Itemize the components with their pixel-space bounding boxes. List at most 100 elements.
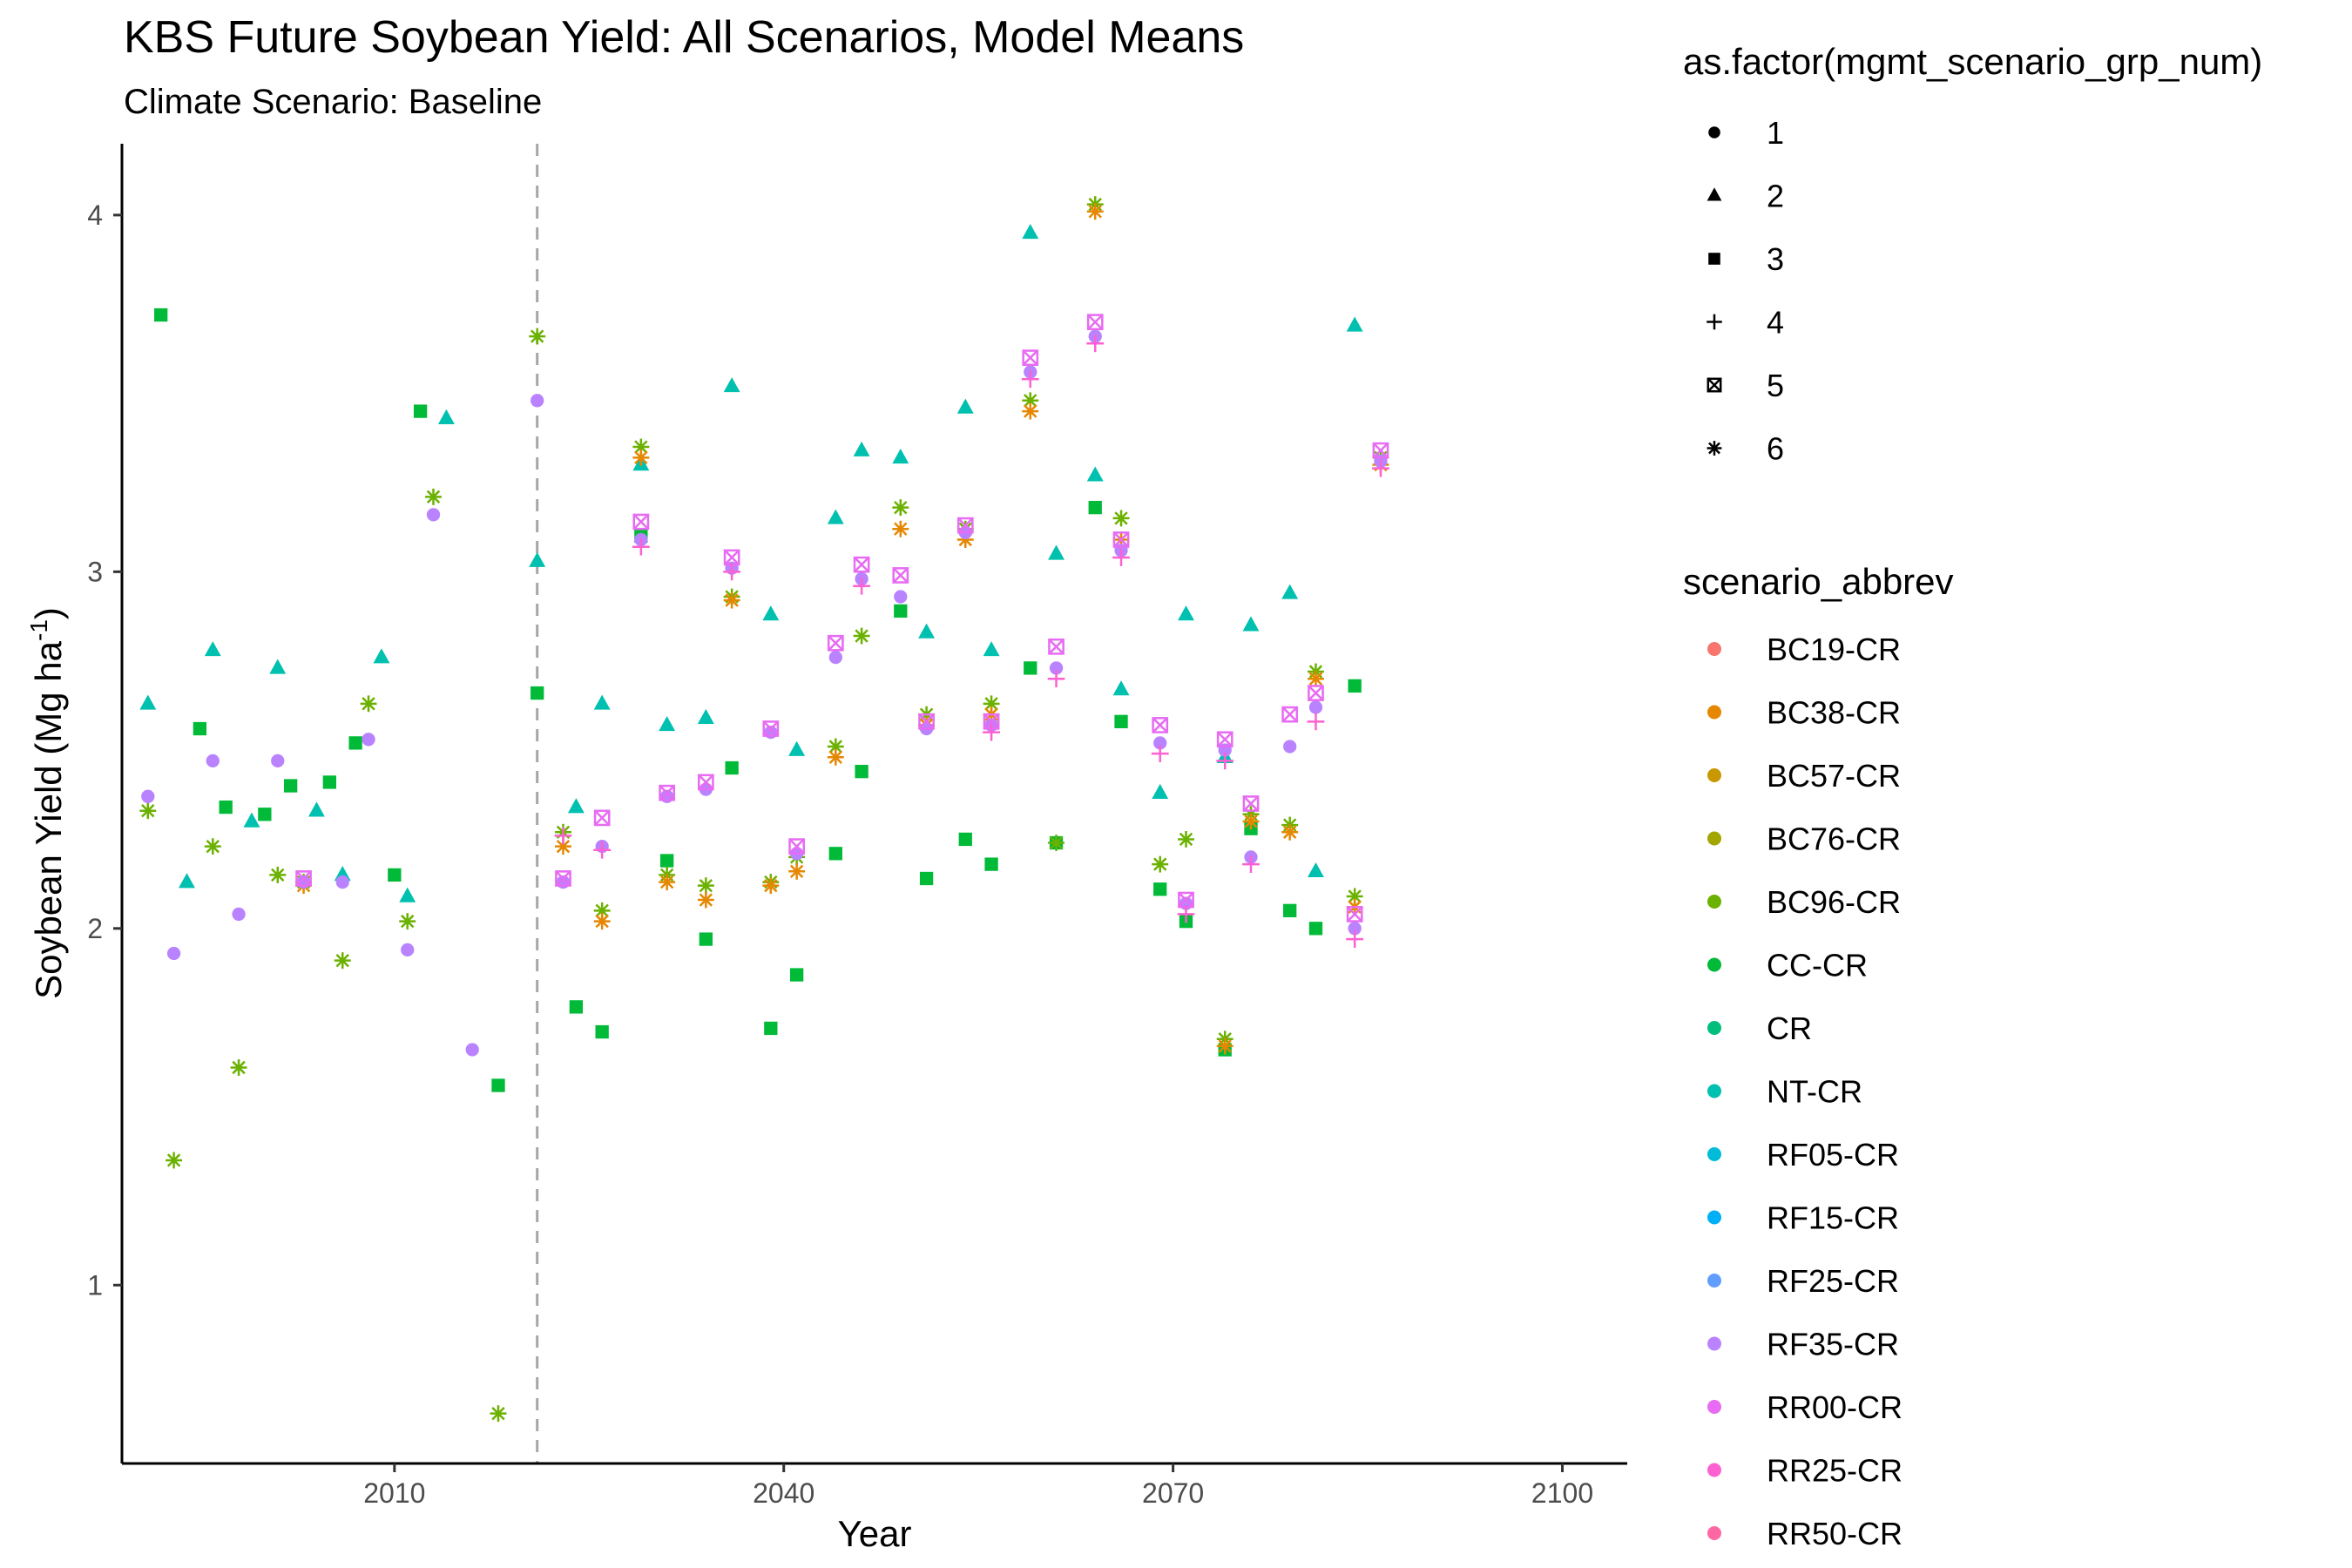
data-point [206, 754, 220, 768]
data-point [789, 968, 804, 982]
color-legend-key [1707, 1400, 1721, 1414]
data-point [437, 409, 455, 425]
plot-area [139, 144, 1389, 1463]
x-axis-ticks: 2010 2040 2070 2100 [363, 1463, 1593, 1509]
data-point [1151, 745, 1169, 763]
data-point [1308, 922, 1323, 936]
data-point [1281, 584, 1299, 599]
data-point [918, 713, 935, 730]
shape-legend-title: as.factor(mgmt_scenario_grp_num) [1683, 41, 2262, 82]
data-point [853, 627, 870, 645]
data-point [1153, 736, 1167, 750]
color-legend-label: BC96-CR [1767, 884, 1901, 920]
y-axis-title: Soybean Yield (Mg ha-1) [25, 607, 69, 999]
data-point [295, 870, 312, 887]
data-point [1088, 500, 1102, 515]
data-point [1112, 531, 1130, 548]
data-point [697, 708, 714, 724]
data-point [1308, 700, 1323, 714]
data-point [334, 952, 351, 970]
color-legend-key [1707, 1147, 1721, 1161]
data-point [1152, 717, 1169, 733]
data-point [1348, 679, 1362, 693]
data-point [1086, 314, 1104, 331]
data-point [593, 694, 611, 710]
data-point [204, 641, 221, 657]
data-point [762, 720, 780, 737]
data-point [243, 812, 260, 828]
y-tick-label: 3 [87, 556, 103, 587]
data-point [723, 377, 740, 393]
data-point [593, 913, 611, 930]
data-point [762, 877, 780, 895]
data-point [491, 1078, 505, 1092]
color-legend-label: BC19-CR [1767, 632, 1901, 667]
data-point [593, 902, 611, 919]
chart-title: KBS Future Soybean Yield: All Scenarios,… [124, 12, 1244, 63]
data-point [1281, 823, 1299, 841]
color-legend-label: RR00-CR [1767, 1389, 1903, 1425]
data-point [219, 800, 233, 814]
data-point [632, 537, 650, 556]
data-point [401, 943, 415, 957]
data-point [1112, 510, 1130, 527]
data-point [1178, 605, 1194, 621]
data-point [1152, 855, 1169, 873]
data-point [139, 694, 157, 710]
data-point [1242, 616, 1260, 632]
color-legend: scenario_abbrev BC19-CR BC38-CR BC57-CR BC7… [1683, 561, 1954, 1551]
data-point [1283, 740, 1297, 754]
data-point [956, 517, 974, 534]
color-legend-label: NT-CR [1767, 1074, 1862, 1110]
data-point [659, 874, 676, 891]
data-point [697, 891, 714, 909]
color-legend-label: BC76-CR [1767, 821, 1901, 857]
color-legend-key [1707, 1526, 1721, 1540]
data-point [1348, 922, 1362, 936]
data-point [1152, 783, 1169, 799]
chart-subtitle: Climate Scenario: Baseline [124, 83, 542, 121]
y-tick-label: 2 [87, 913, 103, 944]
data-point [529, 551, 546, 567]
data-point [269, 866, 287, 883]
data-point [659, 784, 676, 801]
data-point [827, 634, 844, 652]
data-point [1372, 442, 1389, 459]
data-point [1242, 855, 1260, 874]
data-point [725, 760, 739, 775]
shape-legend-key [1707, 187, 1722, 201]
data-point [490, 1405, 507, 1423]
data-point [1153, 882, 1167, 896]
color-legend-key [1707, 642, 1721, 656]
color-legend-label: CR [1767, 1010, 1812, 1046]
data-point [1022, 349, 1039, 367]
data-point [660, 854, 674, 868]
data-point [1372, 459, 1389, 477]
data-point [179, 873, 195, 889]
data-point [193, 721, 207, 736]
color-legend-key [1707, 1084, 1721, 1098]
data-point [230, 1059, 247, 1076]
data-point [555, 870, 571, 887]
data-point [892, 499, 909, 517]
data-point [1112, 549, 1130, 566]
data-point [723, 563, 741, 581]
data-point [1086, 203, 1104, 220]
data-point [569, 1000, 584, 1014]
data-point [1112, 680, 1130, 696]
data-point [788, 862, 806, 880]
data-point [1048, 544, 1065, 560]
data-point [154, 308, 168, 322]
y-tick-label: 4 [87, 199, 103, 231]
data-point [413, 404, 428, 418]
shape-legend-label: 6 [1767, 431, 1784, 467]
data-point [1178, 830, 1194, 848]
data-point [399, 913, 416, 930]
color-legend-label: RR25-CR [1767, 1453, 1903, 1489]
data-point [1177, 905, 1195, 923]
data-point [699, 932, 713, 946]
data-point [166, 1152, 183, 1169]
data-point [308, 801, 325, 817]
color-legend-key [1707, 831, 1721, 846]
